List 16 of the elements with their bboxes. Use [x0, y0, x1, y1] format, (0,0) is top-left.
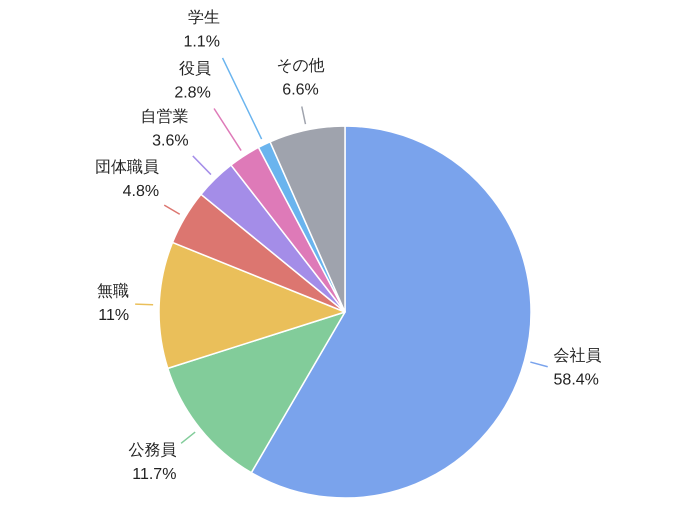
- data-label: 11%: [98, 306, 130, 324]
- data-label: 6.6%: [282, 82, 319, 99]
- slice-label: 学生: [188, 8, 220, 27]
- slice-label: 公務員: [128, 442, 176, 460]
- slice-label: 役員: [178, 60, 211, 78]
- data-label: 4.8%: [122, 183, 160, 200]
- data-label: 2.8%: [174, 84, 211, 102]
- data-label: 58.4%: [554, 371, 599, 388]
- slice-label: その他: [276, 58, 325, 75]
- slice-label: 団体職員: [95, 158, 160, 176]
- slice-label: 無職: [97, 282, 130, 300]
- slice-label: 自営業: [140, 108, 189, 126]
- slice-label: 会社員: [554, 346, 602, 364]
- data-label: 3.6%: [152, 132, 189, 150]
- data-label: 11.7%: [132, 466, 176, 484]
- data-label: 1.1%: [183, 34, 220, 51]
